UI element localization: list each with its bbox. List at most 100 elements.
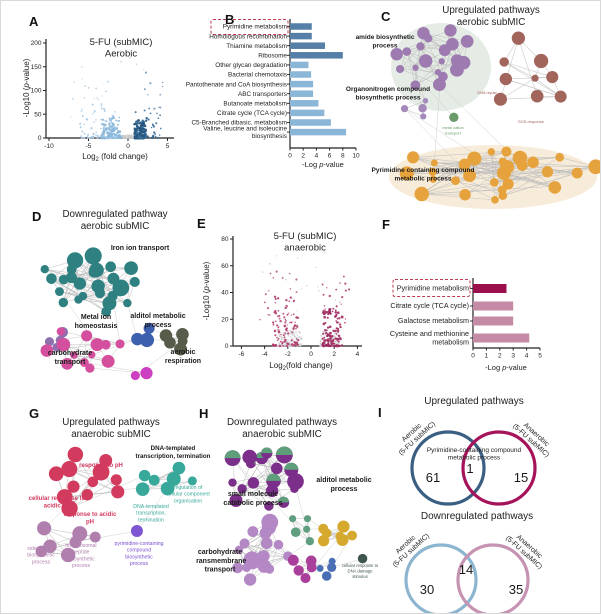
svg-text:4: 4 [356,351,360,358]
panel-letter-h: H [199,406,209,421]
svg-text:5: 5 [538,353,542,360]
svg-text:Iron ion transport: Iron ion transport [111,245,170,252]
svg-text:Upregulated pathways: Upregulated pathways [424,396,524,407]
volcano-plot-aerobic: 0 50 100 150 200 -10 -5 0 5 5-FU (subMIC) Aerobic -… [23,37,174,163]
svg-text:80: 80 [221,236,229,243]
svg-text:3: 3 [511,353,515,360]
svg-text:-5: -5 [86,143,92,150]
svg-text:0: 0 [38,135,42,142]
svg-text:Citrate cycle (TCA cycle): Citrate cycle (TCA cycle) [217,110,287,117]
svg-text:C5-Branched dibasic. metabolis: C5-Branched dibasic. metabolism [191,120,287,127]
svg-text:0: 0 [225,343,229,350]
panel-letter-a: A [29,14,39,29]
panel-letter-i: I [378,405,382,420]
panel-letter-d: D [32,209,42,224]
svg-text:5-FU (subMIC)Aerobic: 5-FU (subMIC) Aerobic [90,37,153,60]
svg-text:5-FU (subMIC)anaerobic: 5-FU (subMIC) anaerobic [274,231,337,254]
volcano-plot-anaerobic: 0 20 40 60 80 -6 -4 -2 0 2 4 5-FU (subMIC) anaerobic… [202,231,362,372]
svg-text:response to pH: response to pH [79,463,123,469]
svg-text:0: 0 [309,351,313,358]
svg-text:200: 200 [31,40,42,47]
panel-letter-g: G [29,406,40,421]
svg-text:2: 2 [498,353,502,360]
svg-text:Galactose metabolism: Galactose metabolism [398,316,469,325]
svg-text:0: 0 [288,153,292,160]
venn-diagrams: Upregulated pathways 61 1 15 Pyrimidine-cont… [392,396,550,613]
svg-text:30: 30 [420,582,434,597]
svg-text:35: 35 [509,582,523,597]
svg-text:15: 15 [514,470,528,485]
go-network-upregulated-anaerobic: Upregulated pathways anaerobic subMIC resp… [27,417,210,569]
svg-text:-4: -4 [262,351,268,358]
go-network-downregulated-aerobic: Downregulated pathway aerobic subMIC Iron … [40,209,201,381]
svg-text:4: 4 [525,353,529,360]
svg-text:Thiamine metabolism: Thiamine metabolism [226,43,287,50]
svg-text:Other glycan degradation: Other glycan degradation [215,62,287,69]
svg-text:61: 61 [426,470,440,485]
svg-text:0: 0 [126,143,130,150]
pathway-bar-chart-aerobic: 0 2 4 6 8 10 Pyrimidine metabolism Homologous r… [186,19,360,169]
svg-text:Log2(fold change): Log2(fold change) [269,361,333,372]
svg-text:-10: -10 [44,143,54,150]
panel-letter-b: B [225,12,235,27]
pathway-bar-chart-anaerobic: 0 1 2 3 4 5 Pyrimidine metabolism Citrate cycle… [390,278,542,372]
svg-text:-Log10 (p-value): -Log10 (p-value) [202,261,211,320]
svg-text:Ribosome: Ribosome [258,53,287,60]
panel-d: D Downregulated pathway aerobic subMIC Iro… [6,201,211,406]
svg-text:-6: -6 [239,351,245,358]
svg-text:1: 1 [485,353,489,360]
svg-text:50: 50 [34,111,42,118]
svg-text:2: 2 [332,351,336,358]
svg-text:60: 60 [221,263,229,270]
go-network-downregulated-anaerobic: Downregulated pathways anaerobic subMIC al… [196,417,379,586]
svg-text:10: 10 [352,153,360,160]
svg-text:ABC transporters: ABC transporters [238,91,287,98]
svg-text:-Log p-value: -Log p-value [485,363,527,372]
svg-text:-Log p-value: -Log p-value [302,160,344,169]
svg-text:Butanoate metabolism: Butanoate metabolism [223,101,287,108]
panel-letter-f: F [382,217,390,232]
svg-text:Pyrimidine containing compound: Pyrimidine containing compound metabolic … [372,167,475,182]
panel-e: E 0 20 40 60 80 -6 -4 -2 0 2 4 5-FU (subMIC) anaerob… [194,206,394,406]
panel-f: F 0 1 2 3 4 5 Pyrimidine metabolism Citrate cyc… [376,213,600,401]
svg-text:6: 6 [328,153,332,160]
svg-text:Log2 (fold change): Log2 (fold change) [82,152,148,163]
svg-text:Citrate cycle (TCA cycle): Citrate cycle (TCA cycle) [390,301,469,310]
panel-h: H Downregulated pathways anaerobic subMIC… [196,401,384,613]
panel-letter-c: C [381,9,391,24]
svg-text:1: 1 [466,461,473,476]
svg-text:5: 5 [166,143,170,150]
svg-text:100: 100 [31,88,42,95]
svg-text:20: 20 [221,316,229,323]
svg-text:Pantothenate and CoA biosynthe: Pantothenate and CoA biosynthesis [186,81,287,88]
svg-text:Downregulated pathways: Downregulated pathways [421,511,533,522]
go-network-upregulated-aerobic: Upregulated pathways aerobic subMIC amide … [346,5,600,209]
panel-i: I Upregulated pathways 61 1 15 Pyrimidine-co… [373,394,600,613]
svg-text:8: 8 [341,153,345,160]
svg-text:14: 14 [459,562,473,577]
svg-text:-Log10 (p-value): -Log10 (p-value) [23,58,31,117]
svg-text:150: 150 [31,64,42,71]
svg-text:Valine, leucine and isoleucine: Valine, leucine and isoleucine biosynthes… [203,125,287,140]
svg-text:Bacterial chemotaxis: Bacterial chemotaxis [228,72,287,79]
svg-text:40: 40 [221,290,229,297]
svg-text:4: 4 [315,153,319,160]
svg-text:Pyrimidine metabolism: Pyrimidine metabolism [223,24,287,31]
